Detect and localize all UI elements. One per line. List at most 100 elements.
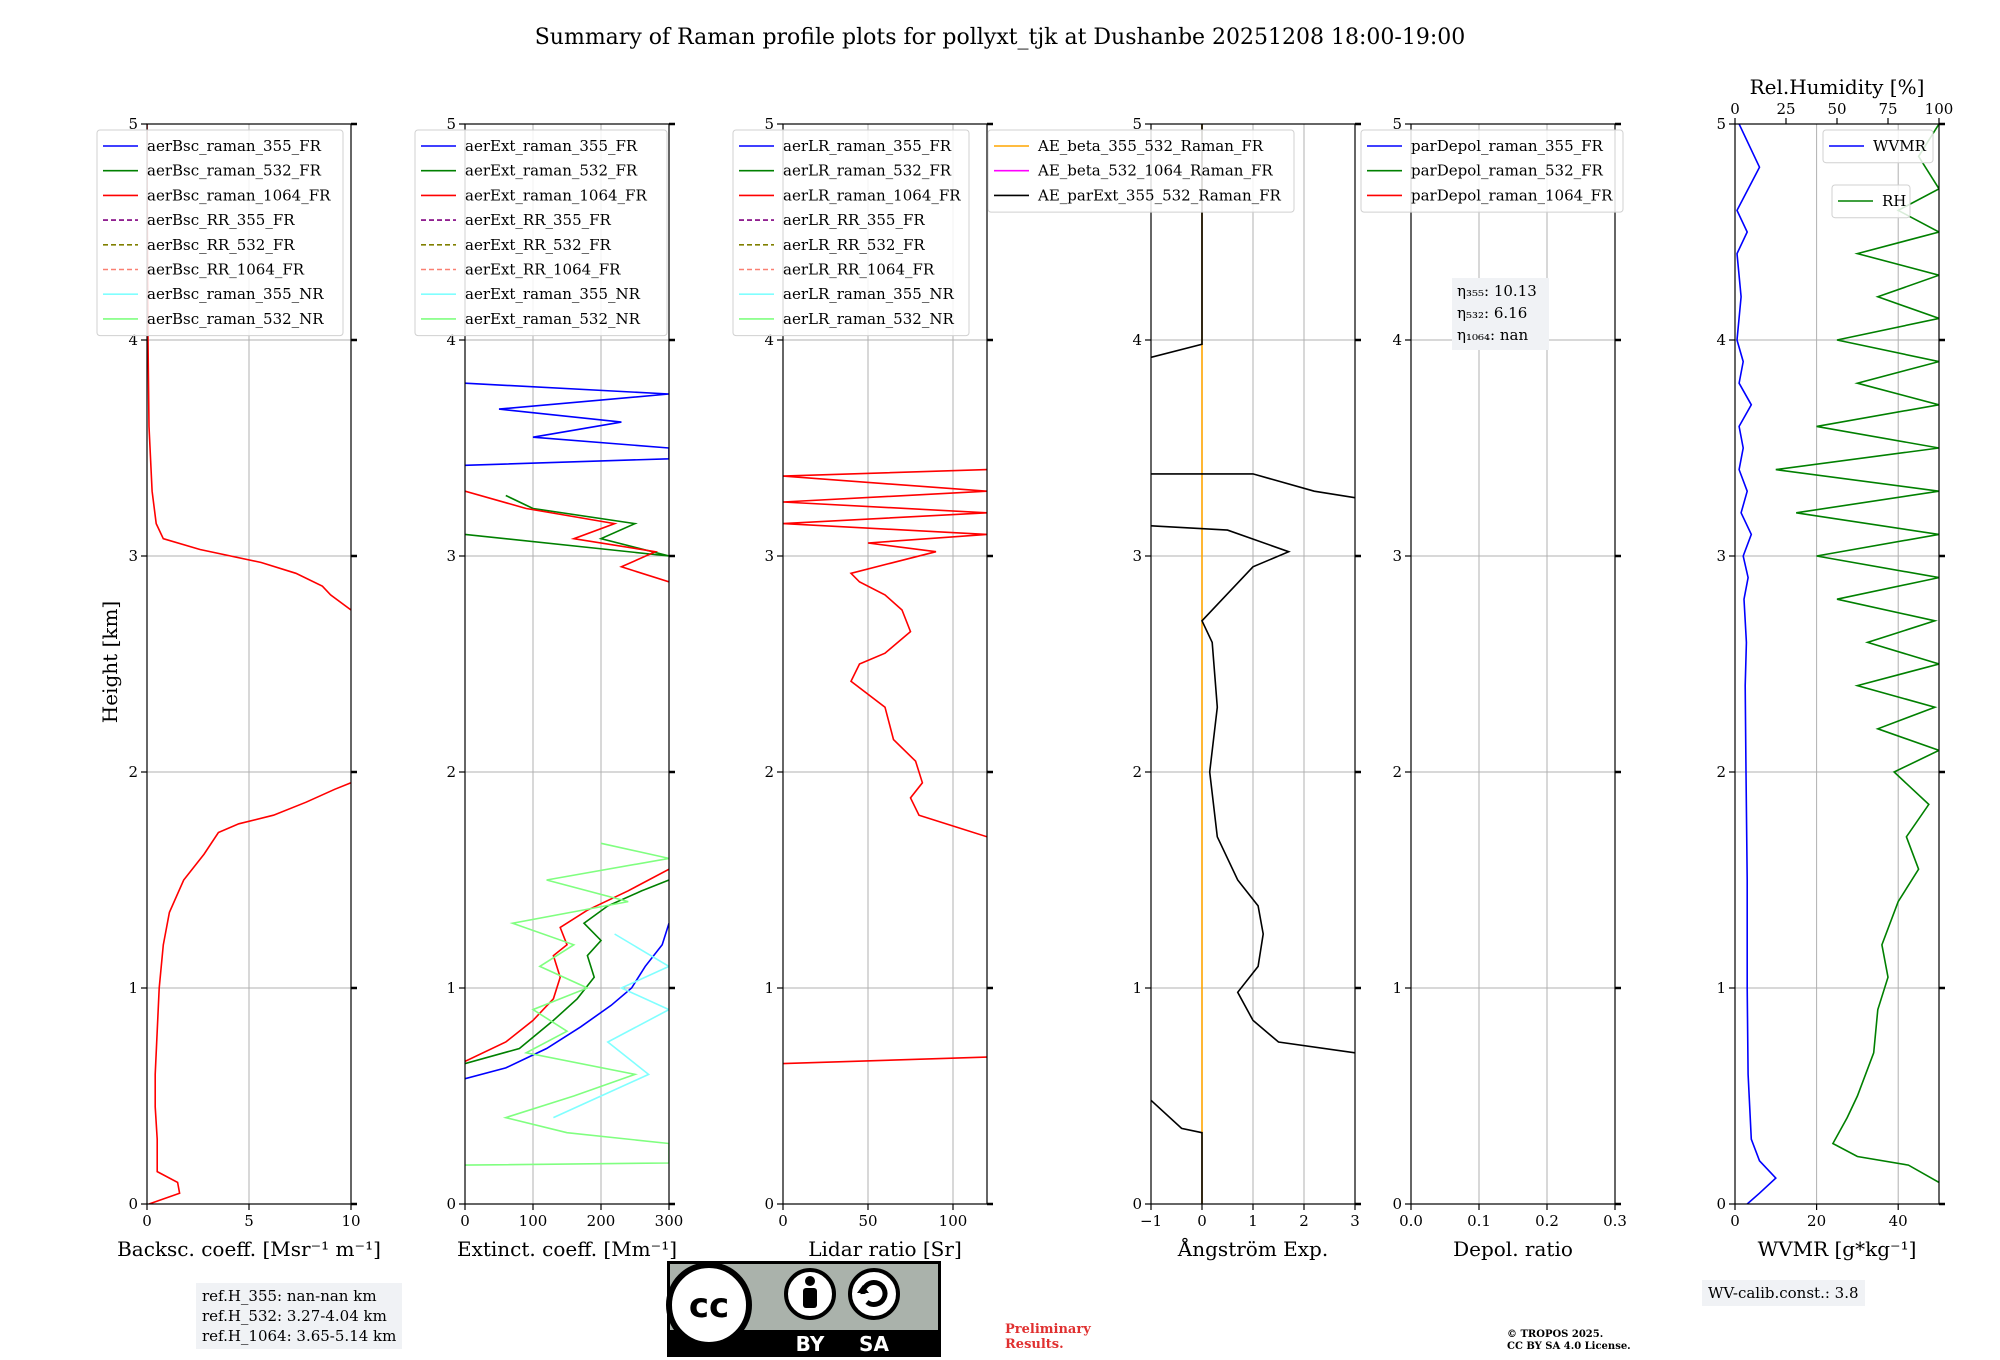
legend-label: parDepol_raman_355_FR (1411, 137, 1604, 155)
legend-label: aerExt_raman_532_FR (465, 162, 638, 180)
legend-label: aerBsc_RR_532_FR (147, 236, 295, 254)
legend-label: aerBsc_raman_1064_FR (147, 186, 331, 204)
y-tick-label: 4 (1392, 331, 1402, 349)
legend-label: aerBsc_RR_1064_FR (147, 261, 305, 279)
y-tick-label: 5 (764, 115, 774, 133)
legend-rh: RH (1831, 184, 1911, 219)
series-line-aerExt_raman_532_NR (465, 842, 669, 1166)
y-tick-label: 4 (128, 331, 138, 349)
legend-label: aerExt_raman_355_FR (465, 137, 638, 155)
x-tick-label: 100 (519, 1212, 548, 1230)
series-line-RH (1775, 124, 1939, 1184)
legend-box (1360, 129, 1624, 213)
legend-label: AE_beta_532_1064_Raman_FR (1037, 162, 1273, 180)
series-line-aerExt_raman_532_FR (465, 879, 669, 1065)
y-tick-label: 2 (1392, 763, 1402, 781)
ref-height-355: ref.H_355: nan-nan km (202, 1287, 377, 1305)
legend-label: aerExt_raman_1064_FR (465, 186, 647, 204)
wv-calib-box: WV-calib.const.: 3.8 (1702, 1280, 1865, 1306)
x-tick-label: 1 (1248, 1212, 1258, 1230)
legend-label: AE_beta_355_532_Raman_FR (1037, 137, 1264, 155)
series-line-aerExt_raman_1064_FR_upper (465, 490, 669, 583)
y-tick-label: 0 (1716, 1195, 1726, 1213)
x-axis-label: Lidar ratio [Sr] (808, 1237, 962, 1261)
x-axis-label: WVMR [g*kg⁻¹] (1758, 1237, 1917, 1261)
legend-label: aerLR_raman_532_NR (783, 310, 954, 328)
legend-label: aerLR_RR_532_FR (783, 236, 925, 254)
copyright-line-2: CC BY SA 4.0 License. (1507, 1341, 1631, 1352)
y-tick-label: 5 (446, 115, 456, 133)
legend-label: aerExt_raman_355_NR (465, 285, 641, 303)
x-tick-label: 20 (1807, 1212, 1826, 1230)
legend-label: aerBsc_raman_532_NR (147, 310, 324, 328)
y-tick-label: 1 (764, 979, 774, 997)
preliminary-line-1: Preliminary (1005, 1322, 1091, 1337)
copyright-line-1: © TROPOS 2025. (1507, 1329, 1604, 1340)
y-tick-label: 5 (1392, 115, 1402, 133)
legend-label: aerBsc_raman_355_NR (147, 285, 324, 303)
x2-axis-label: Rel.Humidity [%] (1750, 75, 1925, 99)
x-tick-label: −1 (1140, 1212, 1162, 1230)
series-line-aerLR_raman_1064_FR (783, 468, 987, 838)
x-tick-label: 0 (142, 1212, 152, 1230)
panel-extinction: 0 100 200 300 0 1 2 3 4 5 Extinct. coeff. [Mm⁻¹] ae… (414, 115, 683, 1261)
x-tick-label: 0.1 (1467, 1212, 1491, 1230)
legend-box (1822, 129, 1934, 164)
legend: parDepol_raman_355_FR parDepol_raman_532_… (1360, 129, 1624, 213)
legend-label: aerLR_raman_532_FR (783, 162, 952, 180)
y-tick-label: 3 (1716, 547, 1726, 565)
y-tick-label: 1 (1132, 979, 1142, 997)
cc-text: cc (689, 1286, 729, 1326)
y-tick-label: 2 (1132, 763, 1142, 781)
y-tick-label: 3 (1132, 547, 1142, 565)
legend-label: aerExt_raman_532_NR (465, 310, 641, 328)
cc-by-text: BY (796, 1332, 825, 1356)
legend-label: aerExt_RR_355_FR (465, 211, 612, 229)
legend-box (414, 129, 668, 337)
legend-box (732, 129, 970, 337)
legend-label: RH (1882, 192, 1906, 210)
y-tick-label: 5 (1716, 115, 1726, 133)
panel-lidar_ratio: 0 50 100 0 1 2 3 4 5 Lidar ratio [Sr] aerLR_raman_… (732, 115, 993, 1261)
x-tick-label: 40 (1889, 1212, 1908, 1230)
legend: aerLR_raman_355_FR aerLR_raman_532_FR aerL… (732, 129, 970, 337)
legend-label: aerBsc_RR_355_FR (147, 211, 295, 229)
x-tick-label: 0.0 (1399, 1212, 1423, 1230)
x-tick-label: 100 (939, 1212, 968, 1230)
series-line-aerExt_raman_1064_FR (465, 868, 669, 1063)
y-tick-label: 0 (764, 1195, 774, 1213)
series-line-aerLR_raman_1064_FR_low (783, 1056, 987, 1065)
ref-height-box: ref.H_355: nan-nan km ref.H_532: 3.27-4.… (196, 1283, 403, 1349)
y-tick-label: 4 (764, 331, 774, 349)
y-tick-label: 3 (764, 547, 774, 565)
x2-tick-label: 100 (1925, 100, 1954, 118)
legend-label: aerExt_RR_532_FR (465, 236, 612, 254)
legend-box (96, 129, 344, 337)
series-line-aerBsc_raman_1064_FR (148, 782, 351, 1204)
legend: AE_beta_355_532_Raman_FR AE_beta_532_1064… (987, 129, 1295, 213)
x-axis-label: Extinct. coeff. [Mm⁻¹] (457, 1237, 677, 1261)
y-tick-label: 0 (128, 1195, 138, 1213)
eta-value: η₁₀₆₄: nan (1457, 326, 1528, 344)
y-tick-label: 5 (128, 115, 138, 133)
x-tick-label: 5 (244, 1212, 254, 1230)
x-tick-label: 0.3 (1603, 1212, 1627, 1230)
eta-value: η₃₅₅: 10.13 (1457, 282, 1537, 300)
legend: WVMR (1822, 129, 1934, 164)
x-tick-label: 200 (587, 1212, 616, 1230)
y-tick-label: 1 (446, 979, 456, 997)
y-tick-label: 1 (1716, 979, 1726, 997)
panel-backscatter: 0 5 10 0 1 2 3 4 5 Backsc. coeff. [Msr⁻¹ m⁻¹] aerB… (96, 115, 381, 1261)
series-line-aerExt_raman_532_FR_upper (465, 494, 669, 557)
series-line-aerExt_raman_355_FR (465, 922, 669, 1080)
legend-label: aerLR_raman_355_FR (783, 137, 952, 155)
axes-frame (1410, 123, 1616, 1205)
x-axis-label: Ångström Exp. (1177, 1236, 1328, 1261)
x-tick-label: 0.2 (1535, 1212, 1559, 1230)
y-tick-label: 1 (128, 979, 138, 997)
figure-title: Summary of Raman profile plots for polly… (535, 25, 1466, 50)
legend-label: aerLR_RR_355_FR (783, 211, 925, 229)
series-line-aerExt_raman_355_NR (553, 933, 669, 1119)
